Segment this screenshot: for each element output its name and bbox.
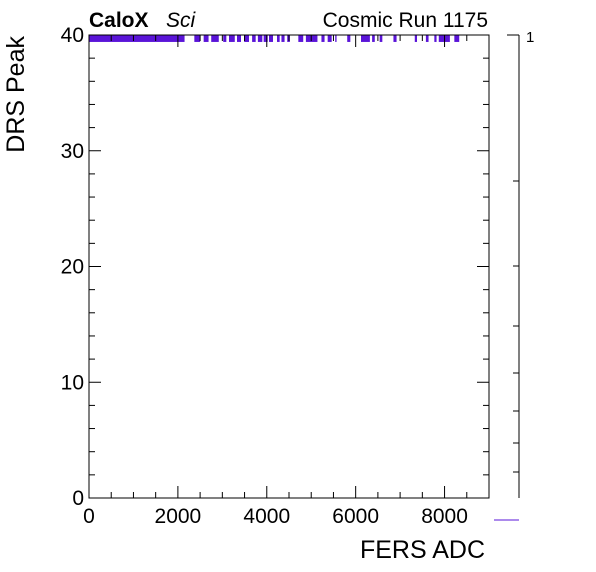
x-tick-label: 2000 <box>155 505 202 528</box>
y-tick-label: 20 <box>61 256 84 279</box>
heatmap-cell <box>379 35 383 42</box>
heatmap-cell <box>321 35 325 42</box>
heatmap-cell <box>434 35 437 42</box>
heatmap-cell <box>347 35 351 42</box>
heatmap-cell <box>194 35 201 42</box>
heatmap-cell <box>244 35 249 42</box>
heatmap-cell <box>89 35 185 42</box>
heatmap-cell <box>237 35 241 42</box>
color-scale-tick-label: 1 <box>526 29 534 46</box>
chart-experiment-label: CaloX <box>89 9 149 32</box>
y-tick-label: 0 <box>72 487 84 510</box>
color-scale-ticks <box>507 34 519 473</box>
heatmap-cell <box>269 35 273 42</box>
heatmap-cell <box>372 35 375 42</box>
x-axis: 0 2000 4000 6000 8000 <box>83 35 490 528</box>
heatmap-cell <box>414 35 417 42</box>
heatmap-cell <box>393 35 397 42</box>
y-tick-label: 30 <box>61 140 84 163</box>
chart-experiment-tag: Sci <box>166 9 197 32</box>
heatmap-cell <box>298 35 304 42</box>
y-axis: 0 10 20 30 40 <box>61 24 489 510</box>
heatmap-cell <box>425 35 429 42</box>
heatmap-cell <box>257 35 263 42</box>
plot-frame <box>88 34 490 499</box>
x-tick-label: 0 <box>83 505 95 528</box>
heatmap-cells <box>89 35 460 42</box>
color-scale: 1 <box>494 29 534 521</box>
x-tick-label: 8000 <box>421 505 468 528</box>
heatmap-cell <box>263 35 268 42</box>
heatmap-cell <box>454 35 460 42</box>
heatmap-cell <box>327 35 332 42</box>
chart-run-label: Cosmic Run 1175 <box>323 9 488 32</box>
heatmap-cell <box>335 35 337 42</box>
heatmap-cell <box>203 35 209 42</box>
x-tick-label: 4000 <box>243 505 290 528</box>
x-axis-label: FERS ADC <box>360 536 485 564</box>
y-tick-label: 40 <box>61 24 84 47</box>
heatmap-cell <box>252 35 256 42</box>
heatmap-cell <box>361 35 370 42</box>
heatmap-cell <box>229 35 235 42</box>
x-tick-label: 6000 <box>332 505 379 528</box>
heatmap-cell <box>277 35 280 42</box>
y-tick-label: 10 <box>61 371 84 394</box>
heatmap-cell <box>211 35 219 42</box>
y-axis-label: DRS Peak <box>2 36 30 153</box>
heatmap-cell <box>281 35 285 42</box>
heatmap-cell <box>223 35 227 42</box>
